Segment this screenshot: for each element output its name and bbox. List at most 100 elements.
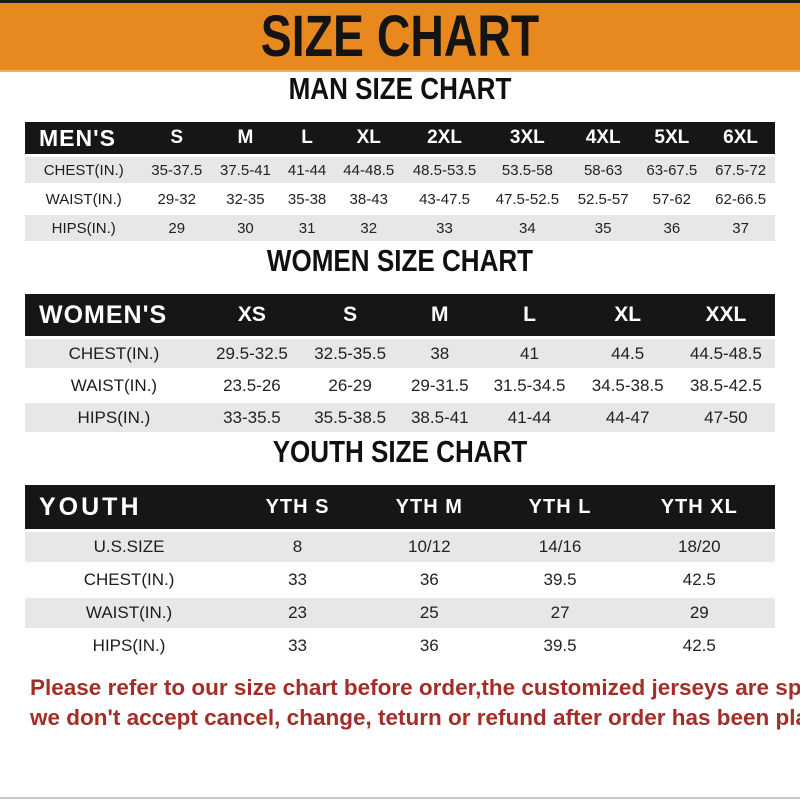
size-column-header: M [431,303,449,327]
size-value-cell: 67.5-72 [715,161,767,179]
bottom-divider [0,797,800,799]
row-label: U.S.SIZE [93,537,165,557]
table-group-label: MEN'S [39,124,116,151]
size-value-cell: 42.5 [682,570,716,590]
size-value-cell: 34 [519,219,536,237]
size-value-cell: 25 [419,603,439,623]
size-value-cell: 36 [419,636,439,656]
table-header-row: WOMEN'S XS S M L XL XXL [25,294,775,337]
size-value-cell: 32-35 [226,190,265,208]
size-value-cell: 53.5-58 [501,161,553,179]
row-label: WAIST(IN.) [45,190,122,208]
size-column-header: XL [356,127,381,149]
size-value-cell: 32 [360,219,378,237]
size-column-header: XXL [705,303,747,327]
size-value-cell: 44-48.5 [343,161,395,179]
size-value-cell: 57-62 [652,190,692,208]
size-value-cell: 48.5-53.5 [412,161,477,179]
size-value-cell: 44-47 [605,407,650,427]
size-value-cell: 38 [430,343,450,363]
measure-row: WAIST(IN.) 29-32 32-35 35-38 38-43 43-47.5 47.… [25,186,775,213]
size-value-cell: 23.5-26 [223,375,281,395]
table-group-label: YOUTH [39,492,142,521]
measure-row: HIPS(IN.) 33-35.5 35.5-38.5 38.5-41 41-44 44-… [25,403,775,433]
size-value-cell: 29.5-32.5 [216,343,288,363]
size-value-cell: 58-63 [583,161,623,179]
size-column-header: L [523,303,536,327]
size-column-header: M [237,127,254,149]
footer-note: Please refer to our size chart before or… [0,673,800,733]
size-value-cell: 35-38 [287,190,327,208]
size-column-header: 2XL [427,127,462,149]
footer-note-line-2: we don't accept cancel, change, teturn o… [30,705,800,731]
size-value-cell: 47-50 [704,407,748,427]
row-label: CHEST(IN.) [83,570,175,590]
table-header-row: MEN'S S M L XL 2XL 3XL 4XL 5XL 6XL [25,122,775,155]
size-value-cell: 29 [168,219,186,237]
size-value-cell: 36 [419,570,439,590]
banner: SIZE CHART [0,0,800,72]
size-value-cell: 42.5 [682,636,716,656]
row-label: HIPS(IN.) [92,636,166,656]
measure-row: CHEST(IN.) 33 36 39.5 42.5 [25,565,775,596]
size-value-cell: 29 [689,603,709,623]
size-column-header: 6XL [723,127,759,149]
size-value-cell: 27 [550,603,570,623]
women-size-table: WOMEN'S XS S M L XL XXL CHEST(IN.) 29.5-32.5 32.5… [25,291,775,435]
measure-row: CHEST(IN.) 29.5-32.5 32.5-35.5 38 41 44.5 44.5… [25,339,775,369]
size-value-cell: 44.5-48.5 [689,343,762,363]
size-value-cell: 39.5 [543,636,577,656]
size-value-cell: 32.5-35.5 [314,343,387,363]
row-label: CHEST(IN.) [68,343,160,363]
size-column-header: YTH S [265,495,330,518]
youth-section-heading: YOUTH SIZE CHART [272,434,528,470]
size-value-cell: 47.5-52.5 [495,190,560,208]
size-value-cell: 31.5-34.5 [493,375,566,395]
size-column-header: L [301,127,313,149]
size-value-cell: 33-35.5 [223,407,281,427]
measure-row: WAIST(IN.) 23.5-26 26-29 29-31.5 31.5-34.5 34… [25,371,775,401]
table-group-label: WOMEN'S [39,300,168,329]
size-value-cell: 41-44 [507,407,552,427]
row-label: CHEST(IN.) [43,161,124,179]
size-value-cell: 37.5-41 [220,161,271,179]
size-value-cell: 33 [288,570,307,590]
table-header-row: YOUTH YTH S YTH M YTH L YTH XL [25,485,775,530]
measure-row: U.S.SIZE 8 10/12 14/16 18/20 [25,532,775,563]
size-column-header: XL [614,303,642,327]
section-men: MAN SIZE CHART MEN'S S M L XL 2XL 3XL 4XL 5XL 6XL… [0,71,800,244]
size-column-header: S [343,303,358,327]
size-value-cell: 52.5-57 [577,190,629,208]
measure-row: WAIST(IN.) 23 25 27 29 [25,598,775,629]
measure-row: HIPS(IN.) 29 30 31 32 33 34 35 36 37 [25,215,775,242]
size-value-cell: 38.5-42.5 [689,375,762,395]
size-column-header: 4XL [585,127,621,149]
size-value-cell: 8 [292,537,303,557]
size-value-cell: 36 [663,219,681,237]
size-value-cell: 62-66.5 [715,190,767,208]
size-value-cell: 30 [237,219,254,237]
section-youth: YOUTH SIZE CHART YOUTH YTH S YTH M YTH L YTH… [0,435,800,664]
size-value-cell: 33 [436,219,453,237]
size-column-header: XS [237,303,266,327]
size-value-cell: 38.5-41 [410,407,469,427]
size-column-header: 3XL [509,127,545,149]
page-title: SIZE CHART [260,3,540,69]
row-label: WAIST(IN.) [85,603,173,623]
size-value-cell: 18/20 [678,537,721,557]
size-value-cell: 34.5-38.5 [591,375,664,395]
row-label: WAIST(IN.) [70,375,158,395]
size-value-cell: 41-44 [287,161,327,179]
size-column-header: YTH L [528,495,592,518]
measure-row: HIPS(IN.) 33 36 39.5 42.5 [25,631,775,662]
size-value-cell: 23 [288,603,307,623]
youth-size-table: YOUTH YTH S YTH M YTH L YTH XL U.S.SIZE 8 10/12… [25,482,775,664]
size-value-cell: 41 [520,343,539,363]
size-value-cell: 35-37.5 [151,161,203,179]
size-value-cell: 35.5-38.5 [314,407,387,427]
size-value-cell: 29-31.5 [410,375,469,395]
size-value-cell: 44.5 [611,343,645,363]
size-column-header: YTH M [395,495,463,518]
size-column-header: YTH XL [660,495,738,518]
